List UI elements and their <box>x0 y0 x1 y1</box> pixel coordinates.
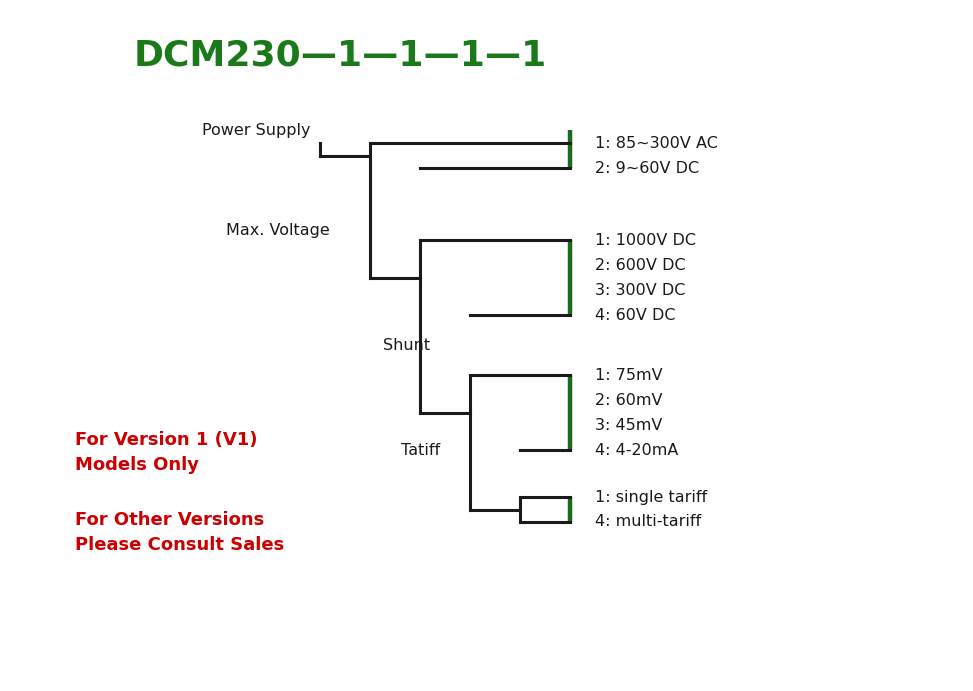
Text: Max. Voltage: Max. Voltage <box>227 223 330 238</box>
Text: For Other Versions: For Other Versions <box>75 511 265 529</box>
Text: DCM230—1—1—1—1: DCM230—1—1—1—1 <box>133 38 547 72</box>
Text: 1: single tariff: 1: single tariff <box>595 489 707 504</box>
Text: Please Consult Sales: Please Consult Sales <box>75 536 284 554</box>
Text: 2: 600V DC: 2: 600V DC <box>595 258 686 272</box>
Text: 4: 4-20mA: 4: 4-20mA <box>595 442 678 457</box>
Text: 3: 45mV: 3: 45mV <box>595 417 663 433</box>
Text: Models Only: Models Only <box>75 456 199 474</box>
Text: 1: 85~300V AC: 1: 85~300V AC <box>595 135 718 151</box>
Text: 2: 9~60V DC: 2: 9~60V DC <box>595 160 700 176</box>
Text: 1: 75mV: 1: 75mV <box>595 368 663 383</box>
Text: Power Supply: Power Supply <box>201 122 310 138</box>
Text: For Version 1 (V1): For Version 1 (V1) <box>75 431 258 449</box>
Text: 4: 60V DC: 4: 60V DC <box>595 307 675 323</box>
Text: 2: 60mV: 2: 60mV <box>595 392 663 408</box>
Text: Shunt: Shunt <box>382 337 430 352</box>
Text: 1: 1000V DC: 1: 1000V DC <box>595 232 696 247</box>
Text: 3: 300V DC: 3: 300V DC <box>595 283 685 298</box>
Text: Tatiff: Tatiff <box>401 442 440 457</box>
Text: 4: multi-tariff: 4: multi-tariff <box>595 515 702 529</box>
